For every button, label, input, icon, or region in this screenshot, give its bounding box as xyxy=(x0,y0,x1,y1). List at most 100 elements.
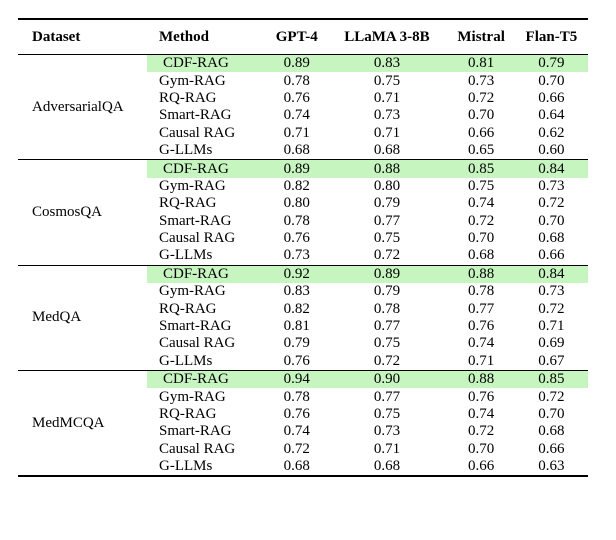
header-flan: Flan-T5 xyxy=(525,28,578,45)
gpt4-score: 0.82 xyxy=(283,177,310,194)
method-label: G-LLMs xyxy=(159,247,213,264)
method-label: RQ-RAG xyxy=(159,195,217,212)
method-label: Gym-RAG xyxy=(159,283,226,300)
dataset-group: CosmosQA CDF-RAG 0.89 0.88 0.85 0.84 Gym-RAG 0.… xyxy=(18,159,588,266)
llama-score: 0.73 xyxy=(373,423,401,440)
gpt4-score: 0.81 xyxy=(283,318,310,335)
method-label: Smart-RAG xyxy=(159,423,232,440)
mistral-score: 0.85 xyxy=(447,159,515,178)
llama-score: 0.71 xyxy=(373,124,401,141)
llama-score: 0.78 xyxy=(373,300,401,317)
flan-score: 0.70 xyxy=(538,406,565,422)
llama-score: 0.77 xyxy=(373,212,401,229)
table-row: G-LLMs 0.68 0.68 0.65 0.60 xyxy=(18,142,588,160)
mistral-score: 0.75 xyxy=(467,177,495,194)
gpt4-score: 0.76 xyxy=(283,230,310,247)
llama-score: 0.75 xyxy=(373,335,401,352)
llama-score: 0.80 xyxy=(373,177,401,194)
llama-score: 0.72 xyxy=(373,352,401,369)
flan-score: 0.62 xyxy=(538,124,565,141)
method-cell: RQ-RAG xyxy=(147,406,267,423)
dataset-group: MedMCQA CDF-RAG 0.94 0.90 0.88 0.85 Gym-RAG 0.7… xyxy=(18,370,588,477)
llama-score: 0.88 xyxy=(326,159,448,178)
header-mistral: Mistral xyxy=(457,28,505,45)
table-row: G-LLMs 0.68 0.68 0.66 0.63 xyxy=(18,458,588,476)
method-label: G-LLMs xyxy=(159,458,213,475)
gpt4-score: 0.82 xyxy=(283,300,310,317)
mistral-score: 0.88 xyxy=(447,370,515,389)
method-label: Causal RAG xyxy=(159,335,236,352)
table-row: Smart-RAG 0.81 0.77 0.76 0.71 xyxy=(18,318,588,335)
method-label: Causal RAG xyxy=(159,230,236,247)
gpt4-score: 0.78 xyxy=(283,72,310,89)
method-cell: CDF-RAG xyxy=(147,159,267,178)
gpt4-score: 0.76 xyxy=(283,406,310,422)
table-row: G-LLMs 0.76 0.72 0.71 0.67 xyxy=(18,353,588,371)
flan-score: 0.73 xyxy=(538,177,565,194)
flan-score: 0.85 xyxy=(514,370,588,389)
method-label: Gym-RAG xyxy=(159,177,226,194)
method-cell: Gym-RAG xyxy=(147,388,267,405)
llama-score: 0.77 xyxy=(373,388,401,405)
flan-score: 0.72 xyxy=(538,195,565,212)
table-row: CosmosQA CDF-RAG 0.89 0.88 0.85 0.84 xyxy=(18,159,588,220)
mistral-score: 0.70 xyxy=(467,107,495,124)
method-label: RQ-RAG xyxy=(159,89,217,106)
dataset-name: AdversarialQA xyxy=(32,98,124,115)
table-header: Dataset Method GPT-4 LLaMA 3-8B Mistral … xyxy=(18,19,588,55)
mistral-score: 0.74 xyxy=(467,406,495,422)
method-label: Smart-RAG xyxy=(159,107,232,124)
mistral-score: 0.81 xyxy=(447,54,515,73)
method-label: Causal RAG xyxy=(159,124,236,141)
table-row: Smart-RAG 0.78 0.77 0.72 0.70 xyxy=(18,213,588,230)
mistral-score: 0.72 xyxy=(467,423,495,440)
method-label: CDF-RAG xyxy=(163,265,229,282)
table-row: Causal RAG 0.71 0.71 0.66 0.62 xyxy=(18,125,588,142)
mistral-score: 0.76 xyxy=(467,388,495,405)
table-row: RQ-RAG 0.76 0.75 0.74 0.70 xyxy=(18,406,588,423)
table-row: Gym-RAG 0.78 0.75 0.73 0.70 xyxy=(18,72,588,89)
method-cell: G-LLMs xyxy=(147,458,267,476)
mistral-score: 0.66 xyxy=(467,458,495,475)
method-label: G-LLMs xyxy=(159,352,213,369)
method-label: G-LLMs xyxy=(159,142,213,159)
header-row: Dataset Method GPT-4 LLaMA 3-8B Mistral … xyxy=(18,19,588,55)
flan-score: 0.70 xyxy=(538,72,565,89)
table-row: Gym-RAG 0.83 0.79 0.78 0.73 xyxy=(18,283,588,300)
gpt4-score: 0.92 xyxy=(267,265,327,284)
method-label: CDF-RAG xyxy=(163,160,229,177)
table-row: Smart-RAG 0.74 0.73 0.72 0.68 xyxy=(18,423,588,440)
mistral-score: 0.71 xyxy=(467,352,495,369)
gpt4-score: 0.94 xyxy=(267,370,327,389)
flan-score: 0.84 xyxy=(514,265,588,284)
llama-score: 0.79 xyxy=(373,195,401,212)
table-row: G-LLMs 0.73 0.72 0.68 0.66 xyxy=(18,247,588,265)
method-cell: Gym-RAG xyxy=(147,178,267,195)
table-row: Gym-RAG 0.78 0.77 0.76 0.72 xyxy=(18,388,588,405)
gpt4-score: 0.80 xyxy=(283,195,310,212)
flan-score: 0.66 xyxy=(538,440,565,457)
flan-score: 0.69 xyxy=(538,335,565,352)
flan-score: 0.71 xyxy=(538,318,565,335)
flan-score: 0.72 xyxy=(538,388,565,405)
method-cell: Causal RAG xyxy=(147,441,267,458)
gpt4-score: 0.89 xyxy=(267,54,327,73)
flan-score: 0.84 xyxy=(514,159,588,178)
header-dataset: Dataset xyxy=(32,28,81,45)
dataset-name: MedMCQA xyxy=(32,414,105,431)
mistral-score: 0.88 xyxy=(447,265,515,284)
llama-score: 0.75 xyxy=(373,230,401,247)
mistral-score: 0.70 xyxy=(467,230,495,247)
results-table: Dataset Method GPT-4 LLaMA 3-8B Mistral … xyxy=(18,18,588,477)
method-cell: Smart-RAG xyxy=(147,318,267,335)
method-cell: Causal RAG xyxy=(147,230,267,247)
dataset-group: AdversarialQA CDF-RAG 0.89 0.83 0.81 0.79 Gym-… xyxy=(18,54,588,160)
llama-score: 0.73 xyxy=(373,107,401,124)
table-row: Smart-RAG 0.74 0.73 0.70 0.64 xyxy=(18,107,588,124)
table-row: Causal RAG 0.79 0.75 0.74 0.69 xyxy=(18,335,588,352)
method-label: CDF-RAG xyxy=(163,55,229,72)
mistral-score: 0.77 xyxy=(467,300,495,317)
mistral-score: 0.72 xyxy=(467,89,495,106)
method-cell: G-LLMs xyxy=(147,353,267,371)
mistral-score: 0.78 xyxy=(467,283,495,300)
